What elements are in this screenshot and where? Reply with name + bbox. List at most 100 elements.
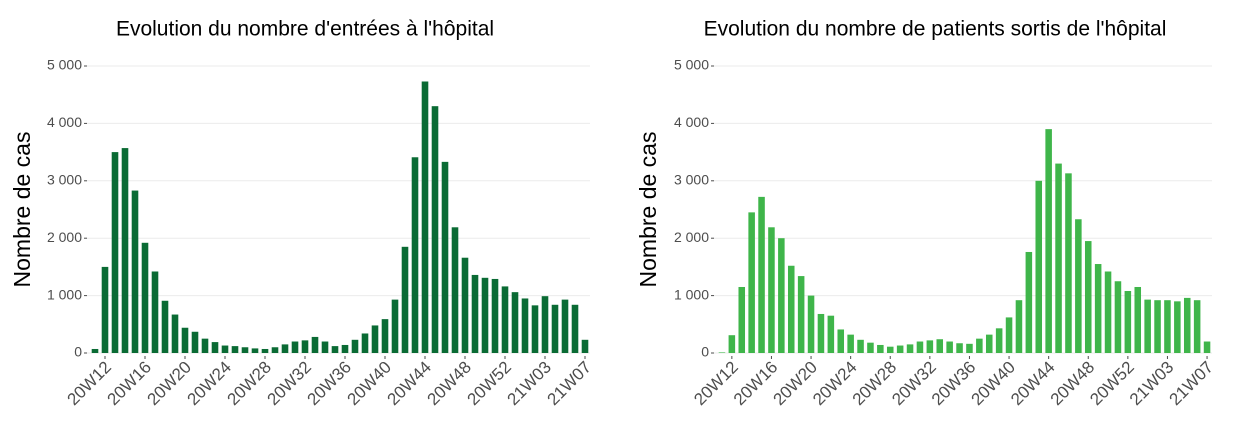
- x-tick-label: 20W12: [690, 358, 742, 410]
- bar: [718, 352, 726, 353]
- chart-title: Evolution du nombre de patients sortis d…: [704, 18, 1167, 41]
- y-tick-label: 2 000: [674, 229, 709, 245]
- bar: [281, 344, 289, 353]
- x-tick-label: 20W16: [730, 358, 782, 410]
- y-axis-label: Nombre de cas: [9, 132, 35, 288]
- chart-title: Evolution du nombre d'entrées à l'hôpita…: [116, 18, 494, 41]
- bar: [857, 339, 864, 353]
- bar: [966, 343, 973, 353]
- bar: [291, 341, 299, 353]
- bar: [531, 305, 539, 353]
- x-tick-label: 21W03: [503, 358, 555, 410]
- bar: [581, 339, 589, 353]
- y-tick-label: 0: [74, 344, 82, 360]
- bar: [151, 271, 159, 353]
- bar: [995, 328, 1003, 353]
- bar: [1025, 251, 1033, 353]
- bar: [341, 344, 349, 353]
- bar: [471, 274, 479, 353]
- bar: [551, 304, 559, 353]
- bar: [261, 348, 269, 353]
- bar: [738, 286, 746, 353]
- x-tick-label: 20W44: [383, 358, 435, 410]
- bar: [837, 329, 845, 353]
- y-tick-label: 4 000: [47, 114, 82, 130]
- bar: [541, 296, 549, 353]
- bar: [381, 319, 389, 353]
- x-tick-label: 20W12: [63, 358, 115, 410]
- bar: [451, 227, 459, 353]
- x-tick-label: 20W28: [223, 358, 275, 410]
- bar: [1134, 286, 1142, 353]
- x-tick-label: 20W24: [809, 358, 861, 410]
- y-tick-label: 5 000: [674, 57, 709, 73]
- bar: [1094, 264, 1102, 353]
- x-tick-label: 20W48: [423, 358, 475, 410]
- bar: [926, 340, 934, 353]
- bar: [1084, 241, 1092, 353]
- bar: [976, 338, 983, 353]
- bar: [1154, 300, 1161, 353]
- bar: [728, 335, 736, 353]
- bar: [121, 148, 129, 353]
- bar: [321, 341, 329, 353]
- bar: [361, 333, 369, 353]
- bar: [827, 315, 835, 353]
- bar: [797, 276, 805, 353]
- x-tick-label: 20W20: [143, 358, 195, 410]
- x-tick-label: 20W36: [928, 358, 980, 410]
- x-tick-label: 21W07: [543, 358, 595, 410]
- x-tick-label: 20W32: [263, 358, 315, 410]
- x-tick-label: 20W20: [770, 358, 822, 410]
- bar: [1174, 301, 1181, 353]
- bar: [231, 346, 239, 353]
- bar: [521, 298, 529, 353]
- bar: [1203, 341, 1211, 353]
- bar: [877, 344, 884, 353]
- bar: [1114, 281, 1122, 353]
- bar: [461, 257, 469, 353]
- bar: [201, 338, 209, 353]
- bar: [1144, 299, 1151, 353]
- x-tick-label: 20W36: [303, 358, 355, 410]
- bar: [141, 242, 149, 353]
- x-tick-label: 20W24: [183, 358, 235, 410]
- bar: [181, 327, 189, 353]
- bar: [391, 299, 399, 353]
- bar: [1035, 180, 1043, 353]
- bar: [481, 277, 489, 353]
- x-tick-label: 20W32: [888, 358, 940, 410]
- x-tick-label: 21W03: [1126, 358, 1178, 410]
- bar: [867, 342, 874, 353]
- bar: [787, 265, 795, 353]
- bar: [1015, 300, 1023, 353]
- bar: [91, 348, 99, 353]
- y-axis-label: Nombre de cas: [635, 132, 661, 288]
- y-tick-label: 5 000: [47, 57, 82, 73]
- bar: [1045, 129, 1052, 353]
- bar: [161, 300, 169, 353]
- bar: [1065, 173, 1072, 353]
- bar: [906, 344, 914, 353]
- x-tick-label: 20W28: [849, 358, 901, 410]
- bar: [1124, 291, 1132, 353]
- x-tick-label: 20W44: [1007, 358, 1059, 410]
- bar: [1183, 297, 1191, 353]
- y-tick-label: 2 000: [47, 229, 82, 245]
- bar: [768, 227, 775, 353]
- bar: [1055, 163, 1062, 353]
- y-tick-label: 0: [701, 344, 709, 360]
- bar: [431, 106, 439, 354]
- y-tick-label: 3 000: [47, 172, 82, 188]
- bar: [171, 314, 179, 353]
- bar: [847, 334, 854, 353]
- bar: [191, 331, 199, 353]
- bar: [946, 341, 953, 353]
- bar: [758, 196, 765, 353]
- bar: [211, 342, 219, 353]
- bar: [778, 238, 785, 353]
- y-tick-label: 1 000: [47, 286, 82, 302]
- x-tick-label: 20W40: [968, 358, 1020, 410]
